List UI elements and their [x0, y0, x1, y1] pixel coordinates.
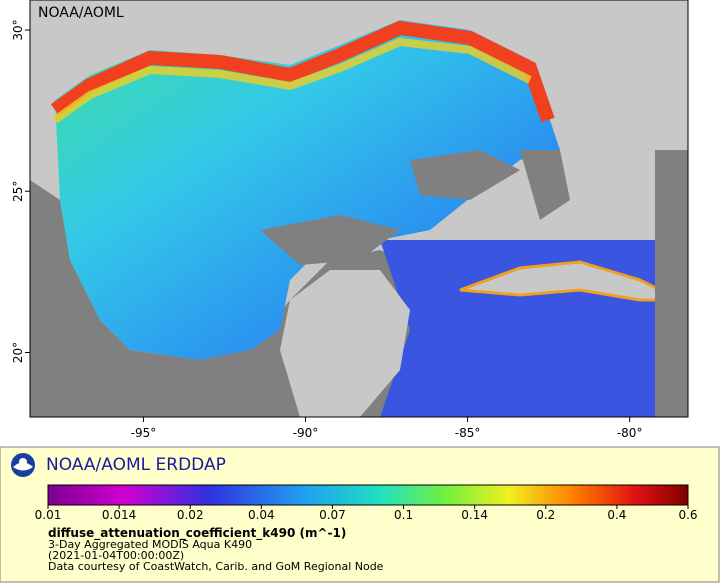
colorbar-tick-label: 0.4 [607, 508, 626, 522]
y-tick-label: 25° [11, 181, 25, 202]
x-tick-label: -80° [617, 426, 643, 440]
x-tick-label: -95° [131, 426, 157, 440]
map-frame [29, 0, 689, 418]
yucatan [280, 270, 410, 417]
cloud-patch [410, 150, 520, 200]
florida-shelf [520, 150, 570, 220]
atlantic-no-data [655, 150, 688, 417]
colorbar-ticks: 0.01 0.014 0.02 0.04 0.07 0.1 0.14 0.2 0.4 0.6 [35, 505, 698, 522]
legend-title: NOAA/AOML ERDDAP [46, 455, 226, 475]
colorbar-tick-label: 0.02 [177, 508, 204, 522]
x-tick-label: -85° [455, 426, 481, 440]
coastal-mid [52, 37, 532, 124]
colorbar-tick-label: 0.6 [678, 508, 697, 522]
watermark: NOAA/AOML [38, 5, 124, 21]
variable: diffuse_attenuation_coefficient_k490 (m^… [48, 526, 346, 541]
axes: -95° -90° -85° -80° 20° 25° 30° [11, 19, 642, 440]
colorbar-tick-label: 0.07 [319, 508, 346, 522]
cloud-patch [260, 215, 400, 265]
dataset: 3-Day Aggregated MODIS Aqua K490 [48, 538, 252, 551]
x-tick-label: -90° [293, 426, 319, 440]
credit: Data courtesy of CoastWatch, Carib. and … [48, 560, 384, 573]
map [30, 0, 688, 417]
y-tick-label: 30° [11, 19, 25, 40]
colorbar-tick-label: 0.2 [536, 508, 555, 522]
colorbar-tick-label: 0.01 [35, 508, 62, 522]
gulf-water [55, 20, 560, 360]
colorbar-tick-label: 0.1 [394, 508, 413, 522]
colorbar [47, 484, 689, 506]
colorbar-tick-label: 0.014 [102, 508, 136, 522]
y-tick-label: 20° [11, 342, 25, 363]
noaa-logo [11, 453, 35, 477]
colorbar-tick-label: 0.14 [461, 508, 488, 522]
legend-panel [0, 446, 720, 583]
colorbar-tick-label: 0.04 [248, 508, 275, 522]
time: (2021-01-04T00:00:00Z) [48, 549, 184, 562]
coastal-high [50, 20, 555, 123]
